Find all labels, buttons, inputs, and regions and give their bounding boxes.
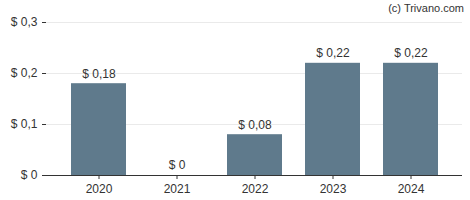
- svg-text:$ 0: $ 0: [21, 168, 38, 182]
- svg-text:$ 0: $ 0: [169, 158, 186, 172]
- svg-text:$ 0,18: $ 0,18: [82, 67, 116, 81]
- svg-text:$ 0,08: $ 0,08: [238, 118, 272, 132]
- html-text:(c) Trivano.com: (c) Trivano.com: [388, 2, 464, 14]
- svg-text:$ 0,1: $ 0,1: [11, 117, 38, 131]
- svg-text:$ 0,3: $ 0,3: [11, 15, 38, 29]
- svg-text:2023: 2023: [320, 182, 347, 196]
- svg-text:$ 0,22: $ 0,22: [394, 46, 428, 60]
- svg-text:$ 0,2: $ 0,2: [11, 66, 38, 80]
- svg-text:2022: 2022: [242, 182, 269, 196]
- svg-text:2021: 2021: [164, 182, 191, 196]
- svg-text:$ 0,22: $ 0,22: [316, 46, 350, 60]
- svg-text:2024: 2024: [398, 182, 425, 196]
- svg-text:2020: 2020: [86, 182, 113, 196]
